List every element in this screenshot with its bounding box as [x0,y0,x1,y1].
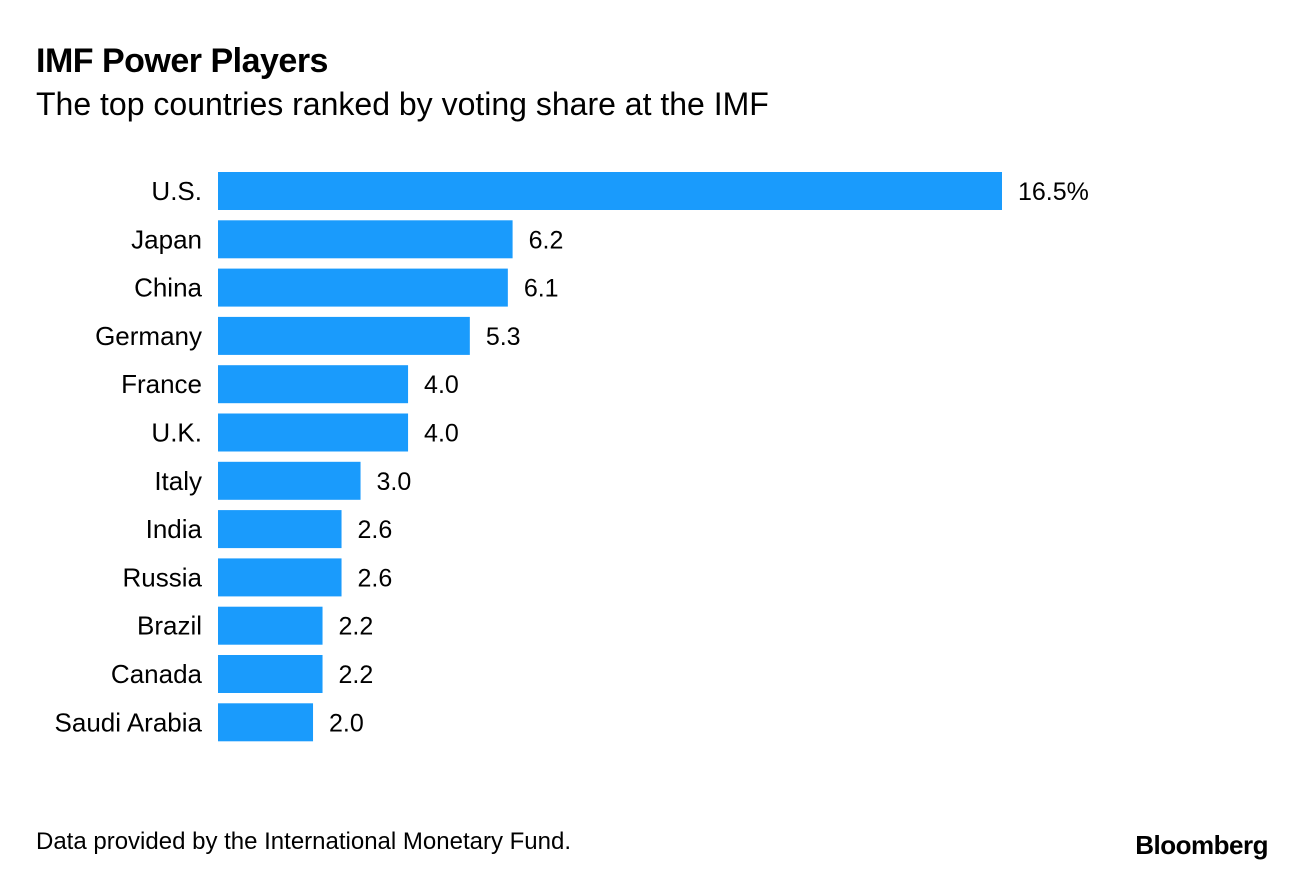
category-label: U.K. [151,418,202,448]
category-label: China [134,273,202,303]
value-label: 6.1 [524,275,559,303]
bar [218,703,314,742]
value-label: 4.0 [424,420,459,448]
category-label: Canada [111,659,203,689]
chart-subtitle: The top countries ranked by voting share… [36,86,769,122]
category-label: Germany [95,321,202,351]
value-label: 5.3 [486,323,521,351]
bar [218,220,513,259]
category-label: India [146,514,203,544]
value-label: 2.2 [339,661,374,689]
bar [218,365,409,404]
bar [218,316,470,355]
category-label: Brazil [137,611,202,641]
category-label: Italy [154,466,202,496]
bloomberg-logo: Bloomberg [1135,830,1268,860]
category-label: France [121,369,202,399]
bar [218,172,1002,210]
bar [218,413,409,452]
category-label: U.S. [151,176,202,206]
bar [218,606,323,645]
value-label: 3.0 [377,468,412,496]
bar [218,655,323,693]
category-label: Saudi Arabia [55,707,203,737]
value-label: 2.6 [358,564,393,592]
value-label: 16.5% [1018,178,1089,206]
value-label: 6.2 [529,226,564,254]
category-label: Russia [123,562,203,592]
source-note: Data provided by the International Monet… [36,828,571,855]
value-label: 2.2 [339,613,374,641]
chart-title: IMF Power Players [36,42,328,80]
bar [218,268,508,307]
value-label: 2.6 [358,516,393,544]
bar [218,461,361,500]
value-label: 4.0 [424,371,459,399]
bar [218,558,342,597]
category-label: Japan [131,224,202,254]
bar [218,510,342,549]
value-label: 2.0 [329,709,364,737]
